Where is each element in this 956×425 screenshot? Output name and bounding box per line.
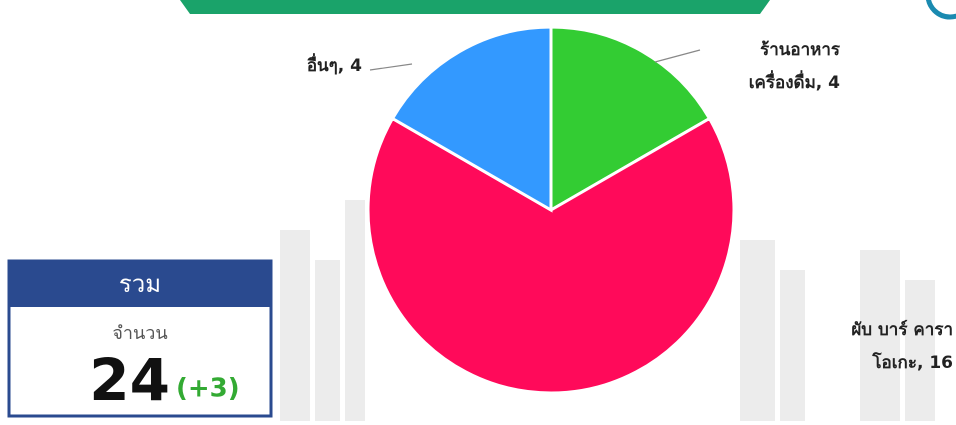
summary-label: จำนวน — [112, 323, 167, 344]
city-background — [280, 200, 935, 421]
slice-label: ร้านอาหาร — [760, 40, 841, 60]
pie-slice — [366, 116, 736, 395]
leader-line — [369, 63, 413, 71]
slice-label: โอเกะ, 16 — [871, 352, 953, 373]
slice-label: อื่นๆ, 4 — [307, 53, 362, 76]
summary-change: (+3) — [176, 374, 240, 404]
summary-total: 24 — [89, 346, 170, 414]
pie-slice — [549, 25, 712, 213]
slice-label: ผับ บาร์ คารา — [851, 319, 953, 340]
summary-header — [9, 261, 271, 307]
summary-title: รวม — [119, 270, 161, 298]
leader-line — [654, 49, 701, 63]
corner-icon — [926, 0, 956, 20]
banner — [180, 0, 770, 14]
pie-slice — [390, 25, 553, 213]
summary-box: รวม จำนวน 24 (+3) — [7, 259, 273, 418]
slice-label: เครื่องดื่ม, 4 — [749, 70, 840, 93]
